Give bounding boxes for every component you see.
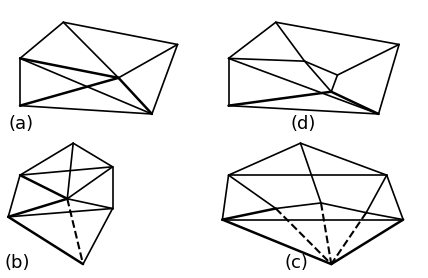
Text: (c): (c) (284, 254, 308, 272)
Text: (b): (b) (4, 254, 30, 272)
Text: (d): (d) (290, 115, 315, 133)
Text: (a): (a) (8, 115, 33, 133)
